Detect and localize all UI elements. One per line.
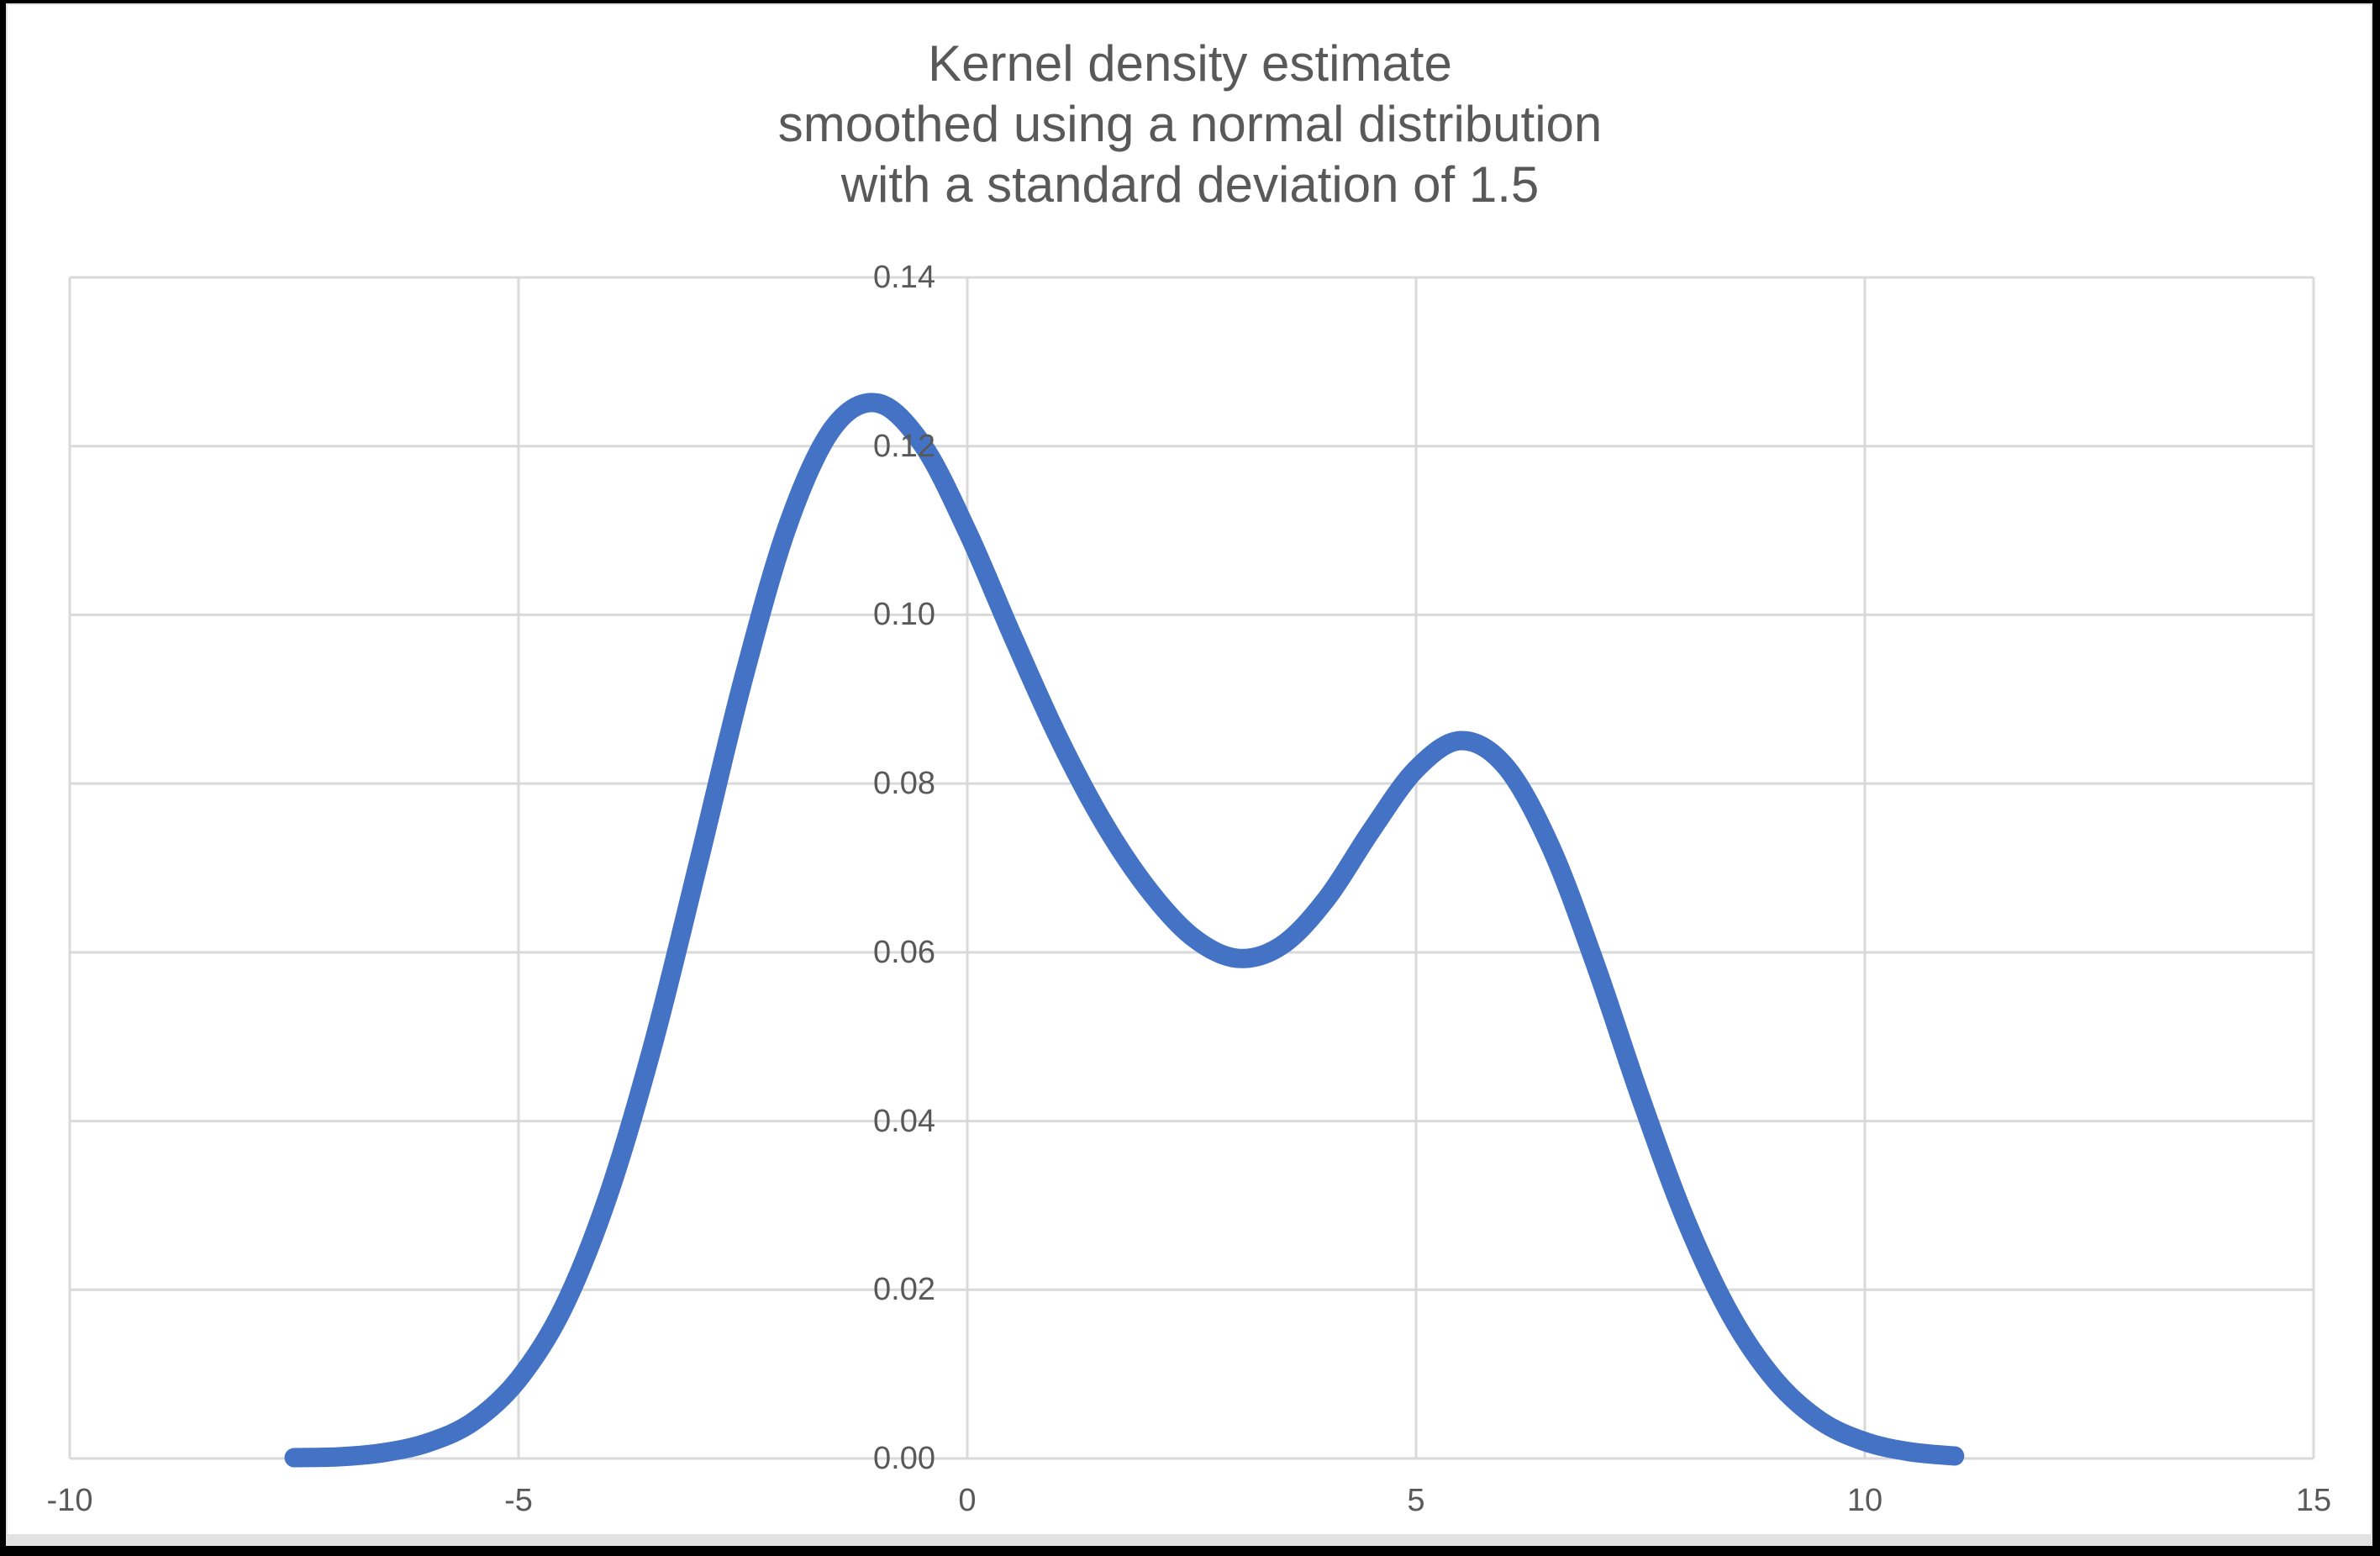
window-bottom-edge (6, 1534, 2372, 1546)
y-axis-tick-label: 0.02 (873, 1272, 935, 1308)
x-axis-tick-label: 0 (958, 1483, 977, 1518)
y-axis-tick-label: 0.10 (873, 597, 935, 633)
screenshot-border-right (2372, 0, 2380, 1556)
chart-title-line-3: with a standard deviation of 1.5 (840, 156, 1540, 213)
chart-title-line-2: smoothed using a normal distribution (777, 96, 1603, 152)
x-axis-tick-label: -5 (504, 1483, 533, 1518)
gridlines (68, 276, 2315, 1460)
screenshot-border-top (0, 0, 2380, 3)
y-axis-tick-label: 0.04 (873, 1103, 935, 1139)
y-axis-tick-label: 0.14 (873, 260, 935, 295)
x-axis-tick-label: 10 (1846, 1483, 1883, 1518)
y-axis-tick-label: 0.06 (873, 934, 935, 970)
x-axis-tick-label: 5 (1407, 1483, 1425, 1518)
x-axis-tick-label: -10 (46, 1483, 93, 1518)
y-axis-tick-label: 0.12 (873, 428, 935, 464)
kde-curve (284, 393, 1965, 1468)
y-axis-tick-label: 0.08 (873, 766, 935, 802)
screenshot-border-bottom (0, 1546, 2380, 1556)
x-axis-tick-label: 15 (2295, 1483, 2332, 1518)
chart-title: Kernel density estimate smoothed using a… (0, 34, 2380, 215)
y-axis-tick-label: 0.00 (873, 1441, 935, 1476)
chart-title-line-1: Kernel density estimate (928, 35, 1452, 92)
screenshot-border-left (0, 0, 6, 1556)
